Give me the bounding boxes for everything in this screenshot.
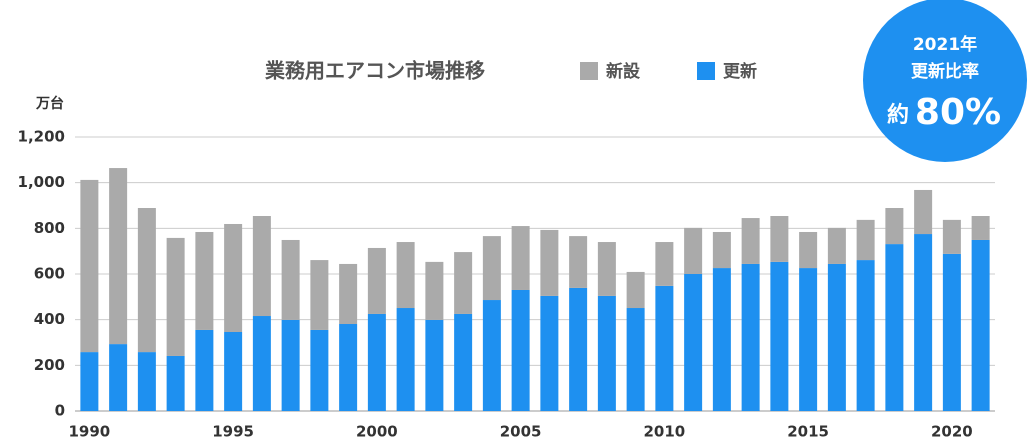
chart-title: 業務用エアコン市場推移 — [265, 59, 485, 83]
bar-segment — [396, 308, 415, 411]
badge-circle — [863, 0, 1027, 162]
badge-line1: 2021年 — [913, 34, 977, 55]
bar-segment — [511, 289, 530, 411]
bar-segment — [109, 168, 128, 345]
bar-segment — [712, 231, 731, 269]
bar-segment — [224, 223, 243, 332]
bar-segment — [425, 319, 444, 411]
legend-swatch — [580, 62, 598, 80]
y-axis-label: 万台 — [35, 95, 64, 112]
bar-segment — [914, 234, 933, 411]
bar-segment — [109, 344, 128, 411]
x-tick-label: 1990 — [69, 423, 111, 441]
bar-segment — [224, 331, 243, 411]
bar-segment — [856, 260, 875, 411]
bar-segment — [396, 242, 415, 309]
bar-segment — [482, 236, 501, 301]
x-tick-label: 1995 — [212, 423, 254, 441]
bar-segment — [166, 237, 185, 356]
bar-segment — [971, 239, 990, 411]
bar-segment — [799, 231, 818, 269]
bar-segment — [454, 252, 473, 314]
bar-segment — [339, 263, 358, 325]
bar-segment — [626, 308, 645, 411]
bar-segment — [511, 226, 530, 290]
bar-segment — [137, 352, 156, 411]
y-tick-label: 1,200 — [18, 128, 65, 146]
bar-segment — [741, 263, 760, 411]
bar-segment — [80, 352, 99, 411]
bar-segment — [281, 319, 300, 411]
legend: 新設 更新 — [580, 61, 757, 82]
x-tick-label: 2020 — [931, 423, 973, 441]
y-tick-label: 600 — [34, 265, 65, 283]
badge-prefix: 約 — [887, 102, 909, 128]
bar-segment — [166, 355, 185, 411]
bar-segment — [655, 285, 674, 411]
bar-segment — [914, 189, 933, 235]
bar-segment — [281, 239, 300, 320]
bar-segment — [885, 208, 904, 245]
legend-swatch — [697, 62, 715, 80]
bar-segment — [712, 268, 731, 411]
bar-segment — [137, 208, 156, 353]
badge-line2: 更新比率 — [911, 61, 979, 82]
bar-segment — [80, 179, 99, 353]
bar-segment — [827, 227, 846, 264]
bar-segment — [942, 219, 961, 254]
bar-segment — [741, 218, 760, 264]
y-tick-label: 400 — [34, 310, 65, 328]
bar-segment — [770, 261, 789, 411]
bar-segment — [540, 295, 559, 411]
bar-segment — [827, 263, 846, 411]
bar-segment — [597, 295, 616, 411]
bar-segment — [540, 229, 559, 296]
bar-segment — [569, 287, 588, 411]
legend-label: 更新 — [723, 61, 757, 82]
bar-segment — [684, 274, 703, 411]
x-tick-label: 2000 — [356, 423, 398, 441]
bar-segment — [569, 236, 588, 288]
bar-segment — [655, 242, 674, 286]
x-tick-label: 2015 — [787, 423, 829, 441]
bar-segment — [252, 316, 271, 411]
y-tick-label: 0 — [55, 402, 65, 420]
bar-segment — [885, 244, 904, 411]
bar-segment — [310, 260, 329, 330]
bar-segment — [770, 216, 789, 262]
bar-segment — [339, 324, 358, 411]
bar-segment — [597, 242, 616, 296]
y-tick-label: 800 — [34, 219, 65, 237]
x-tick-label: 2010 — [644, 423, 686, 441]
badge-value: 80% — [915, 92, 1001, 133]
bar-segment — [482, 300, 501, 411]
bar-segment — [195, 231, 214, 330]
y-tick-label: 200 — [34, 356, 65, 374]
y-tick-label: 1,000 — [18, 173, 65, 191]
bar-segment — [684, 227, 703, 274]
bar-segment — [367, 247, 386, 314]
bar-segment — [310, 329, 329, 411]
bar-segment — [799, 268, 818, 411]
bar-segment — [971, 216, 990, 240]
bar-segment — [252, 216, 271, 317]
legend-label: 新設 — [606, 61, 641, 82]
bar-segment — [454, 313, 473, 411]
bar-segment — [626, 271, 645, 309]
bar-segment — [195, 329, 214, 411]
bar-segment — [425, 261, 444, 320]
x-tick-label: 2005 — [500, 423, 542, 441]
bar-segment — [367, 313, 386, 411]
bar-segment — [942, 253, 961, 411]
bar-segment — [856, 219, 875, 261]
